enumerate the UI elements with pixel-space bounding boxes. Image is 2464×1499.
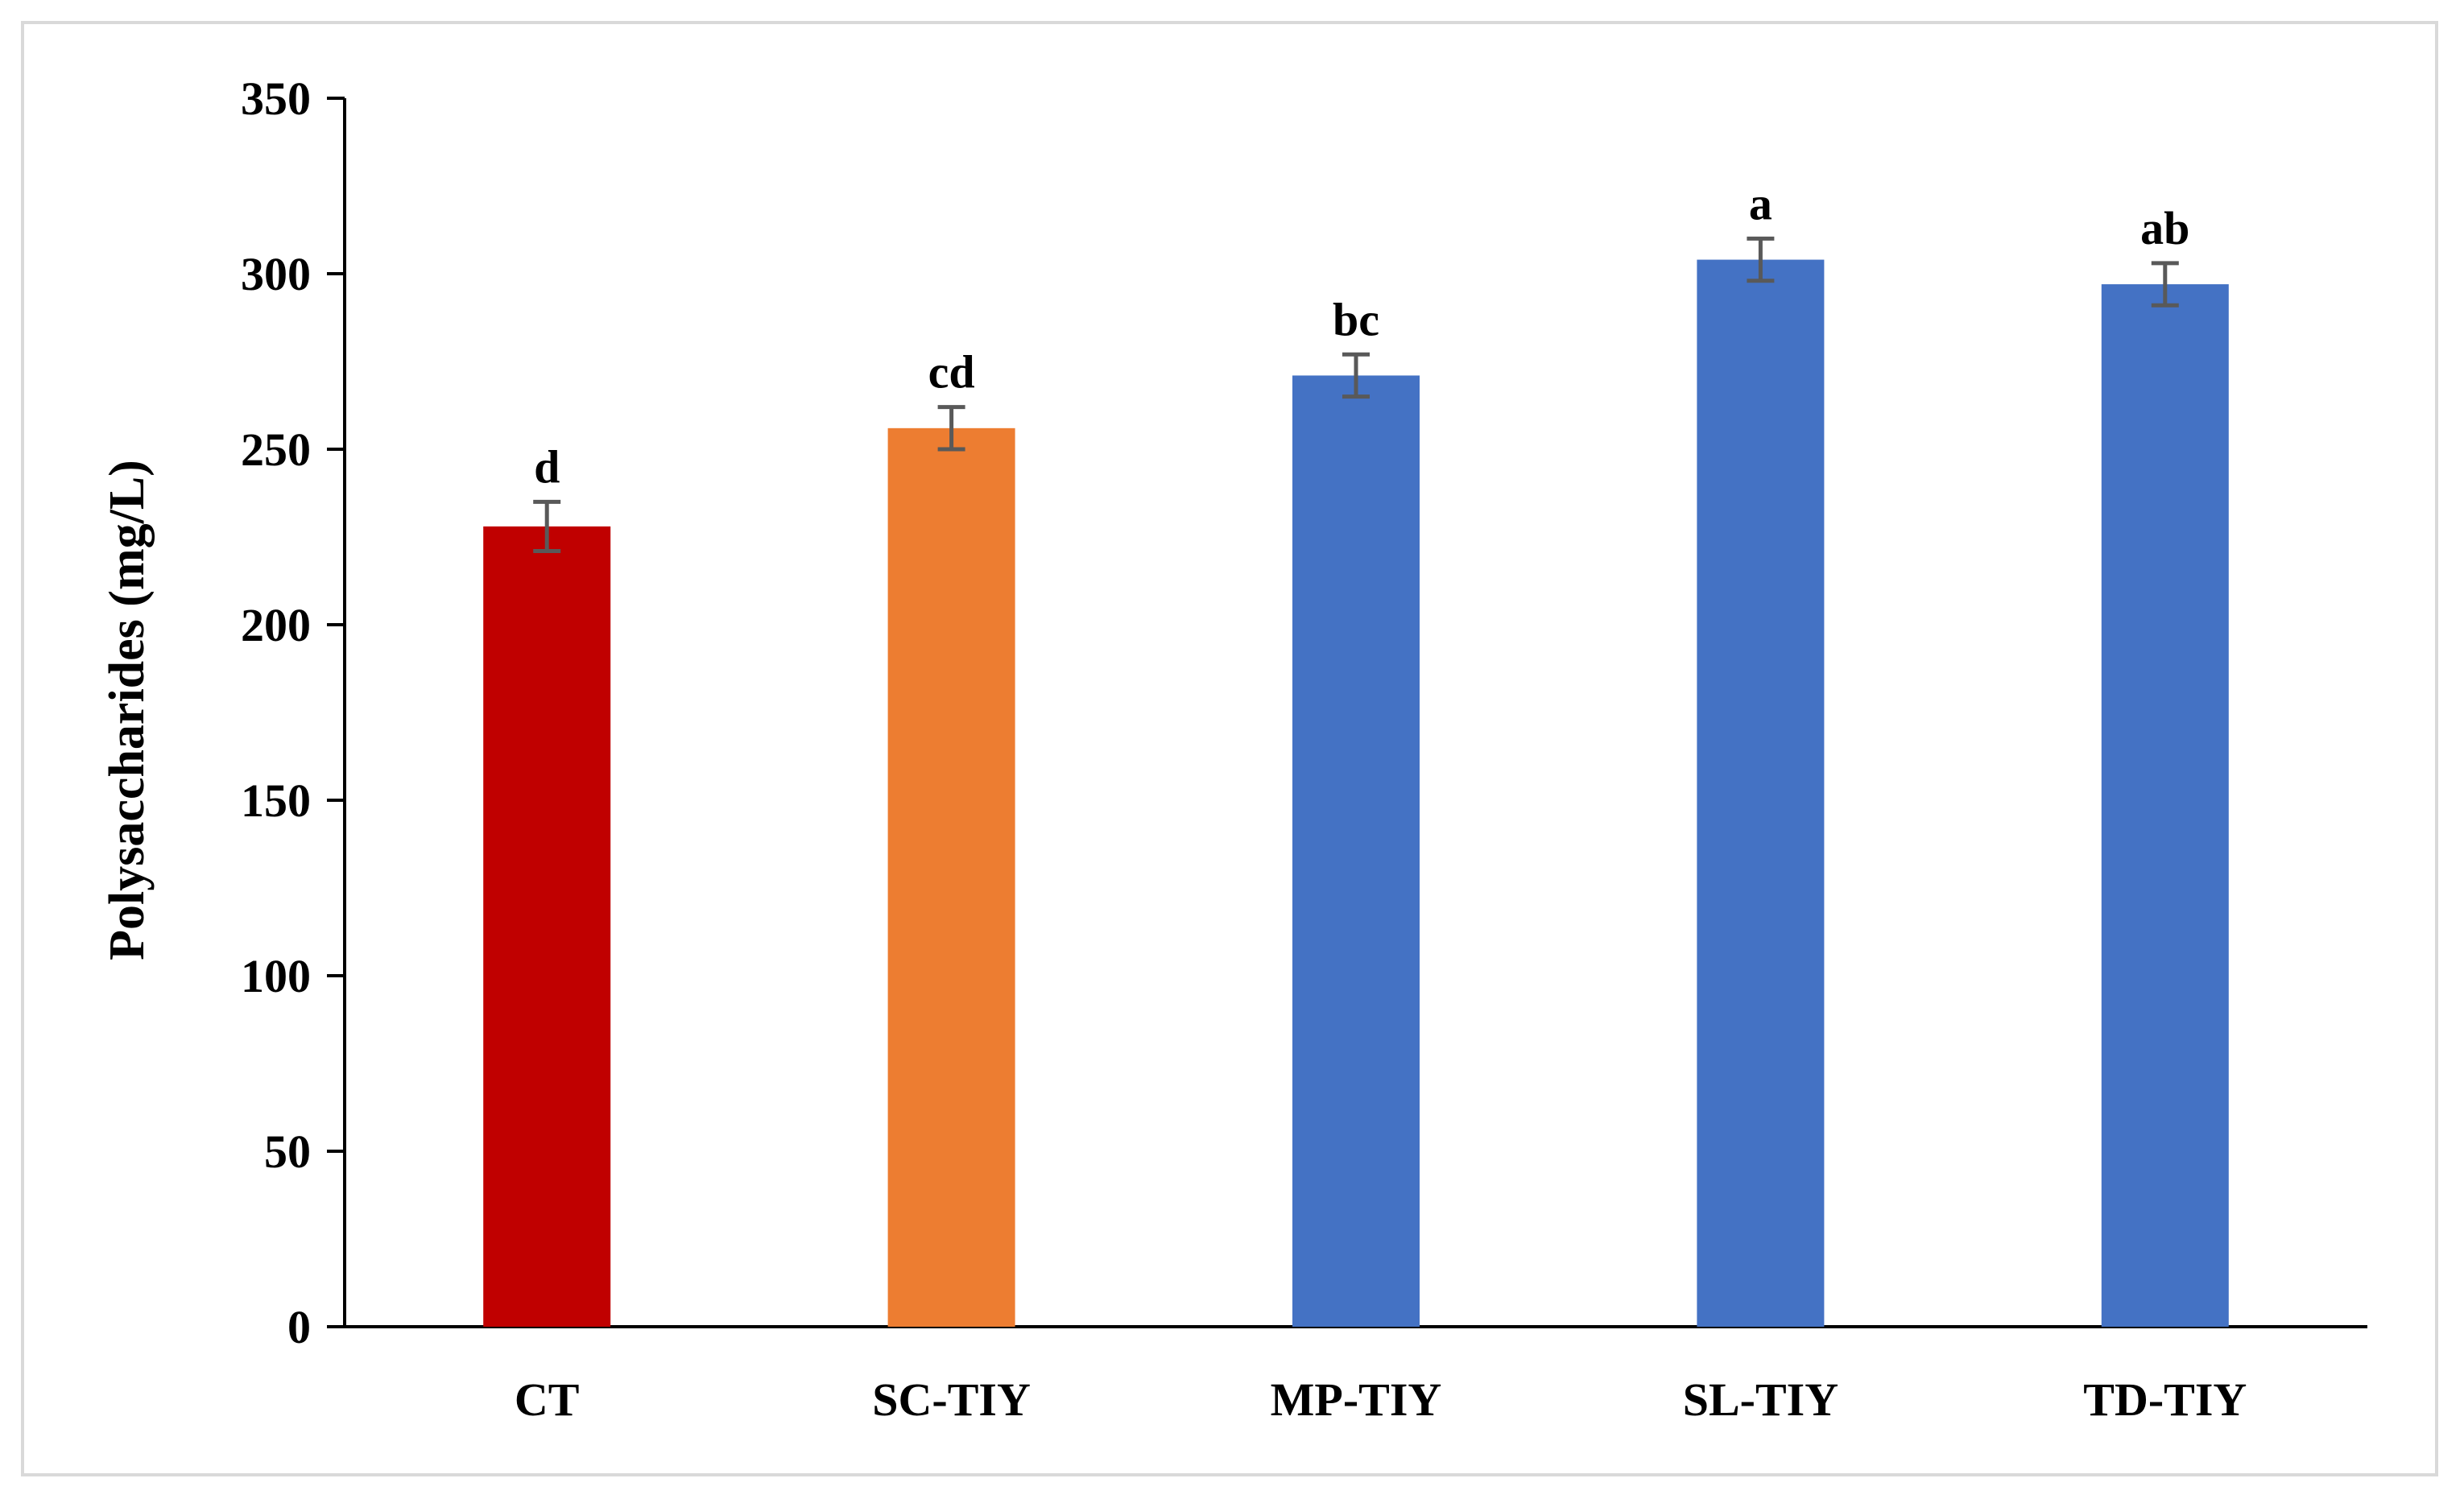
bars bbox=[483, 259, 2229, 1328]
chart-frame bbox=[21, 21, 2438, 1476]
error-bars bbox=[533, 236, 2179, 553]
x-category-label: MP-TIY bbox=[1271, 1373, 1442, 1426]
significance-label: bc bbox=[1333, 293, 1379, 345]
y-tick-label: 50 bbox=[264, 1125, 311, 1178]
significance-label: a bbox=[1749, 177, 1772, 229]
significance-label: ab bbox=[2140, 202, 2189, 254]
y-tick-label: 200 bbox=[241, 599, 311, 651]
bar-mp-tiy bbox=[1292, 375, 1420, 1328]
y-tick-label: 100 bbox=[241, 950, 311, 1002]
x-category-label: CT bbox=[515, 1373, 580, 1426]
x-category-label: TD-TIY bbox=[2083, 1373, 2247, 1426]
x-category-label: SL-TIY bbox=[1683, 1373, 1838, 1426]
bar-sc-tiy bbox=[887, 427, 1015, 1327]
y-ticks: 0 50 100 150 200 250 300 350 bbox=[241, 72, 345, 1353]
significance-label: d bbox=[534, 440, 560, 493]
y-tick-label: 150 bbox=[241, 774, 311, 827]
y-tick-label: 250 bbox=[241, 423, 311, 476]
y-tick-label: 0 bbox=[287, 1301, 311, 1353]
y-tick-label: 350 bbox=[241, 72, 311, 125]
bar-sl-tiy bbox=[1697, 259, 1825, 1327]
bar-ct bbox=[483, 526, 611, 1327]
category-labels: CT SC-TIY MP-TIY SL-TIY TD-TIY bbox=[515, 1373, 2247, 1426]
y-tick-label: 300 bbox=[241, 248, 311, 300]
significance-label: cd bbox=[928, 346, 975, 398]
y-axis-title: Polysaccharides (mg/L) bbox=[100, 460, 155, 960]
bar-td-tiy bbox=[2101, 284, 2229, 1328]
significance-labels: d cd bc a ab bbox=[534, 177, 2189, 493]
x-category-label: SC-TIY bbox=[872, 1373, 1031, 1426]
